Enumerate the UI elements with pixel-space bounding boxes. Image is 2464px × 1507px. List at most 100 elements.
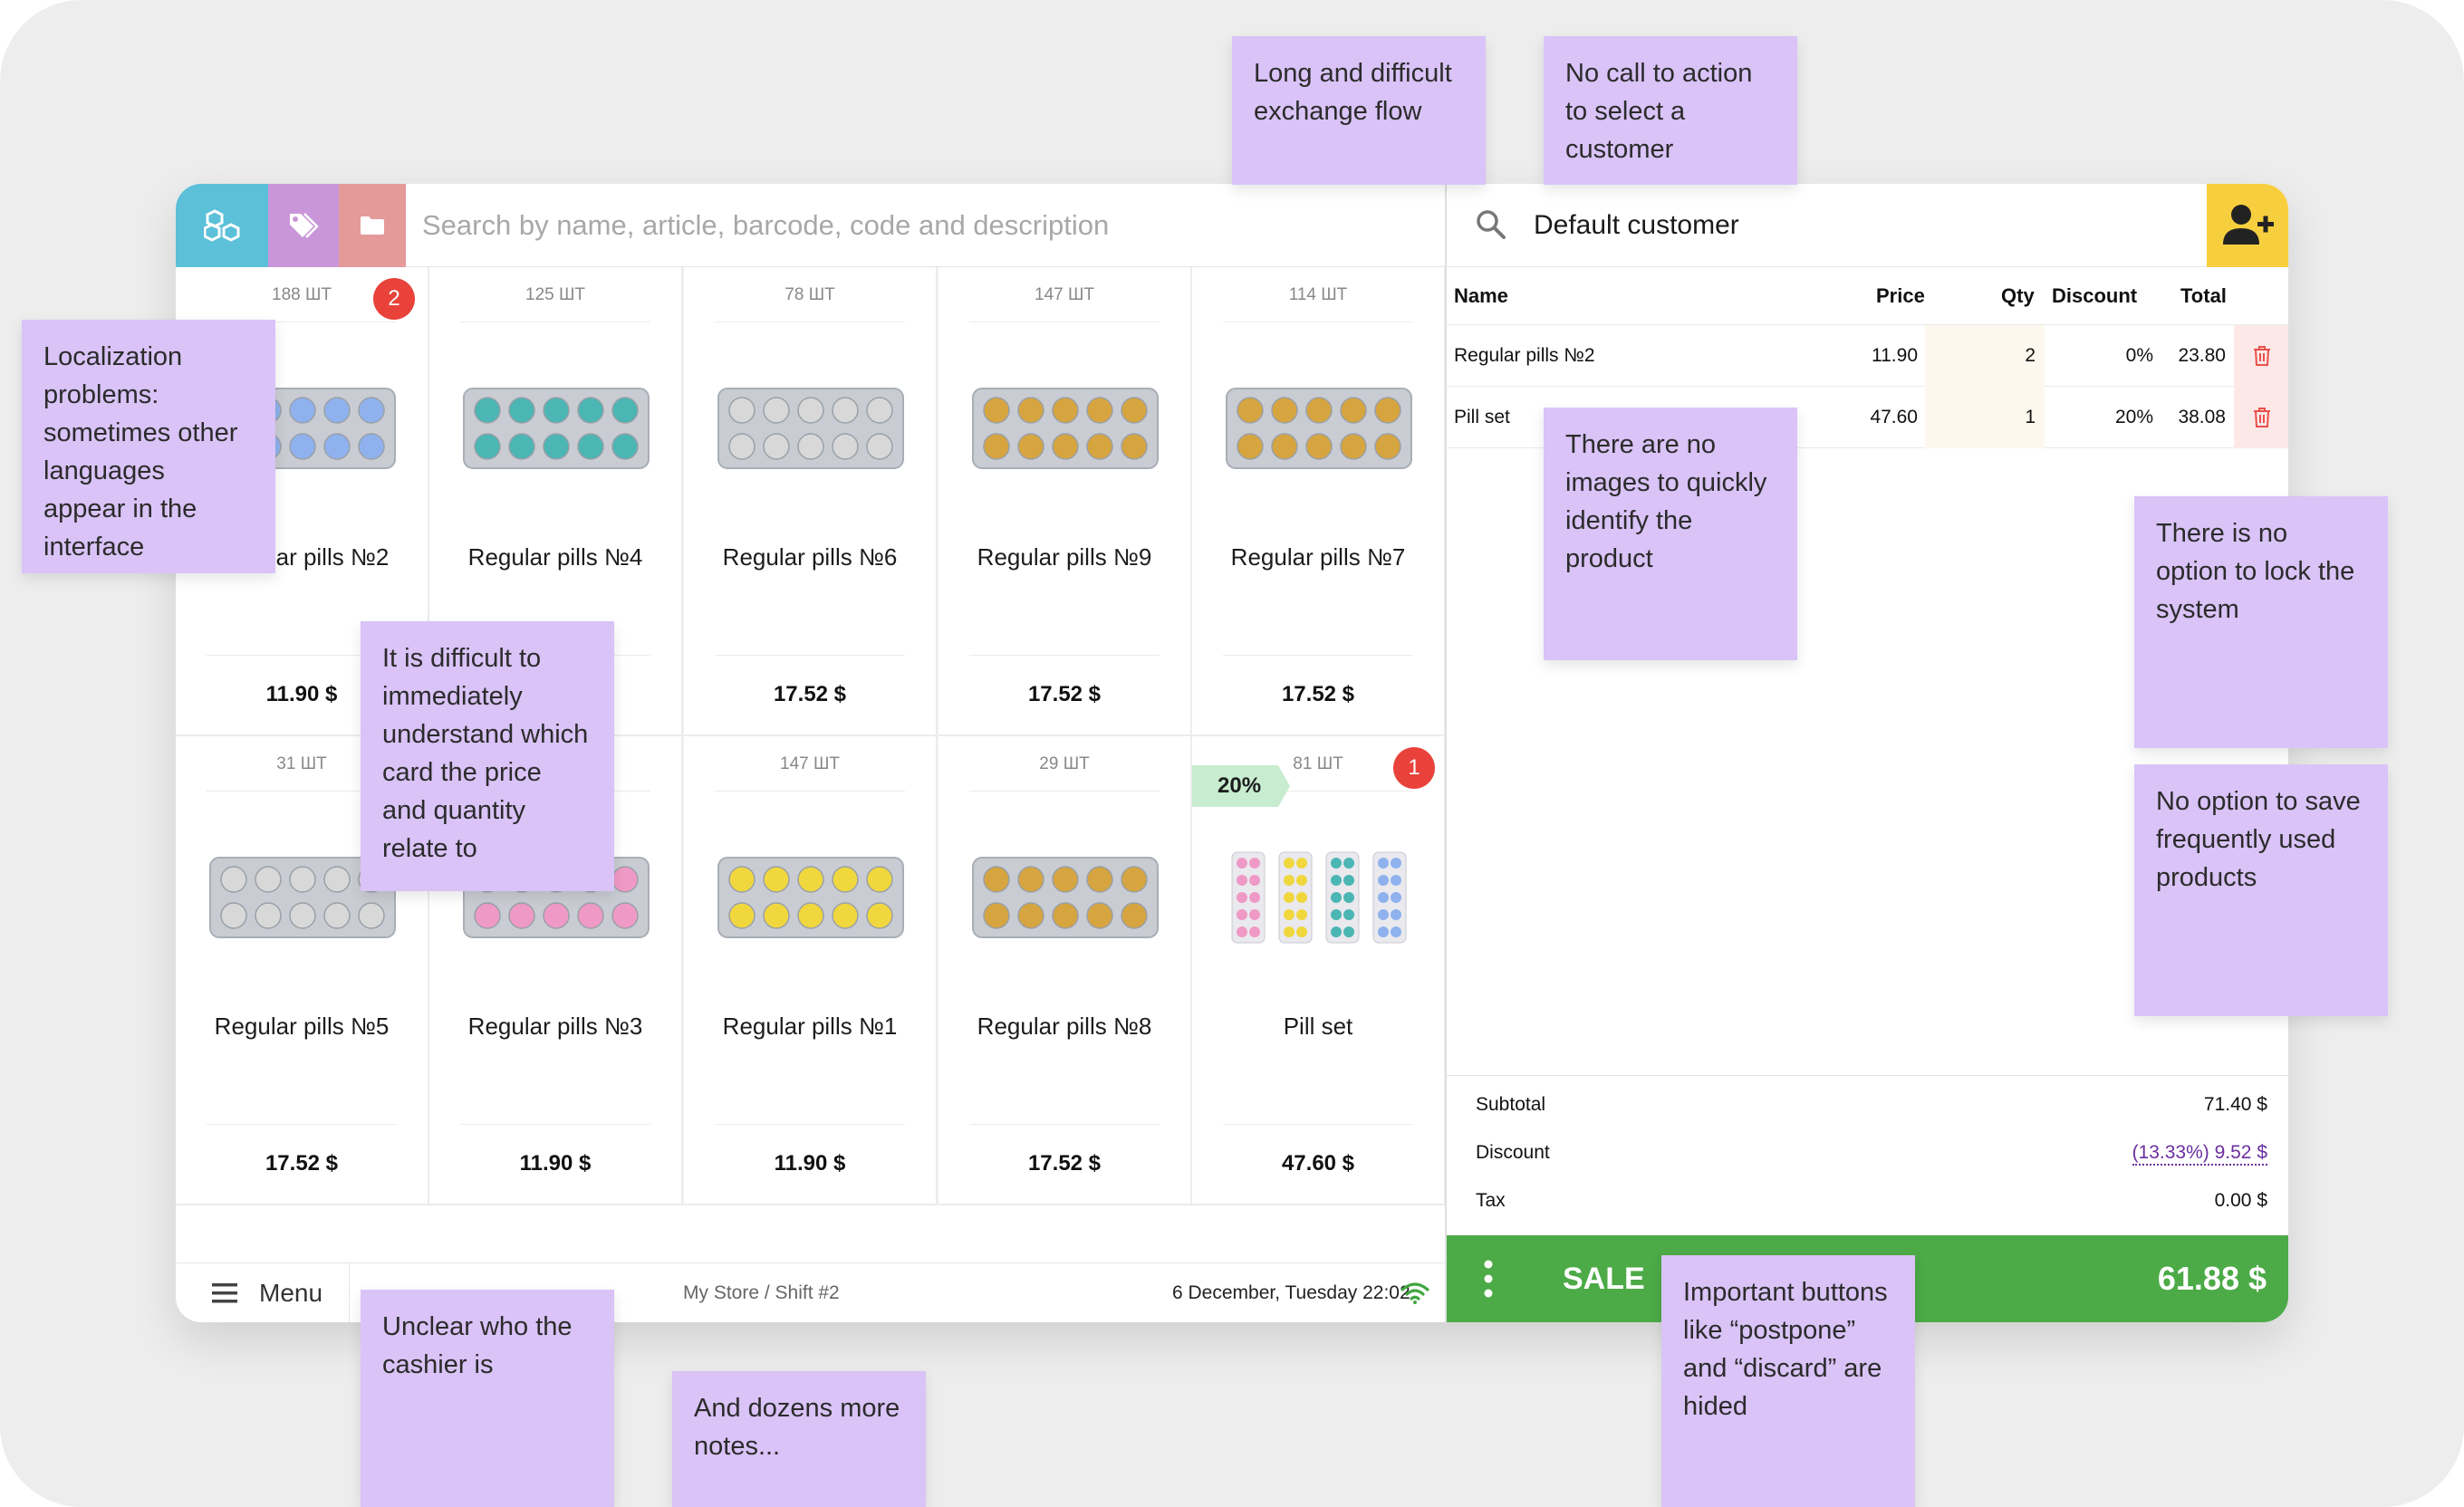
divider <box>207 791 397 792</box>
col-qty: Qty <box>2001 284 2035 307</box>
sticky-note: Localization problems: sometimes other l… <box>22 320 275 573</box>
product-image <box>1231 851 1407 944</box>
product-stock: 147 ШТ <box>780 754 840 773</box>
divider <box>715 1124 905 1125</box>
product-stock: 125 ШТ <box>525 285 585 304</box>
product-name: Regular pills №7 <box>1230 543 1406 571</box>
add-user-icon <box>2223 205 2274 245</box>
product-price: 11.90 $ <box>519 1151 592 1176</box>
folders-button[interactable] <box>339 184 406 267</box>
discount-tag: 20% <box>1192 765 1290 807</box>
sticky-note: No option to save frequently used produc… <box>2134 764 2388 1016</box>
divider <box>460 1124 650 1125</box>
cart-item-qty[interactable]: 2 <box>2025 345 2036 366</box>
divider <box>1223 791 1413 792</box>
divider <box>969 791 1160 792</box>
product-image <box>972 388 1159 469</box>
sticky-note: And dozens more notes... <box>672 1371 926 1507</box>
product-stock: 81 ШТ <box>1293 754 1343 773</box>
tax-label: Tax <box>1476 1190 1506 1211</box>
product-price: 11.90 $ <box>265 682 338 706</box>
delete-button[interactable] <box>2234 325 2288 387</box>
search-icon[interactable] <box>1476 209 1506 240</box>
product-name: Pill set <box>1283 1013 1353 1040</box>
product-image <box>717 857 904 938</box>
cart-item-price: 11.90 <box>1872 345 1918 366</box>
divider <box>1223 1124 1413 1125</box>
cart-item-name: Regular pills №2 <box>1454 345 1595 366</box>
product-price: 17.52 $ <box>1281 682 1355 706</box>
cart-item-qty[interactable]: 1 <box>2025 407 2036 427</box>
product-name: Regular pills №3 <box>467 1013 643 1040</box>
divider <box>1223 655 1413 656</box>
cart-table-header: Name Price Qty Discount Total <box>1447 267 2288 325</box>
cart-row[interactable]: Pill set 47.60 1 20% 38.08 <box>1447 387 2288 448</box>
hamburger-icon <box>212 1283 237 1303</box>
divider <box>715 791 905 792</box>
col-name: Name <box>1454 284 1508 307</box>
product-card[interactable]: 147 ШТ Regular pills №1 11.90 $ <box>684 736 938 1205</box>
product-name: Regular pills №6 <box>722 543 898 571</box>
product-stock: 188 ШТ <box>272 285 332 304</box>
product-image <box>717 388 904 469</box>
sticky-note: Unclear who the cashier is <box>361 1290 614 1507</box>
sale-label: SALE <box>1563 1262 1645 1296</box>
more-options-icon[interactable] <box>1483 1259 1494 1299</box>
menu-label: Menu <box>259 1279 323 1307</box>
wifi-icon <box>1400 1282 1429 1304</box>
sticky-note: No call to action to select a customer <box>1544 36 1797 185</box>
sticky-note: Long and difficult exchange flow <box>1232 36 1486 185</box>
trash-icon <box>2254 408 2270 427</box>
col-discount: Discount <box>2052 284 2138 307</box>
qty-cell[interactable] <box>1925 325 2045 387</box>
discount-value[interactable]: (13.33%) 9.52 $ <box>2132 1142 2267 1166</box>
cubes-icon <box>204 209 240 242</box>
catalog-button[interactable] <box>176 184 268 267</box>
store-shift-label: My Store / Shift #2 <box>683 1282 840 1303</box>
sticky-note: It is difficult to immediately understan… <box>361 621 614 891</box>
top-toolbar: Search by name, article, barcode, code a… <box>176 184 1445 267</box>
customer-bar: Default customer <box>1447 184 2288 267</box>
cart-item-price: 47.60 <box>1870 407 1918 427</box>
cart-item-discount[interactable]: 20% <box>2114 407 2153 427</box>
product-image <box>463 388 650 469</box>
tags-icon <box>290 213 319 238</box>
product-stock: 78 ШТ <box>784 285 835 304</box>
product-name: Regular pills №9 <box>977 543 1152 571</box>
qty-cell[interactable] <box>1925 387 2045 448</box>
product-price: 17.52 $ <box>773 682 847 706</box>
product-price: 17.52 $ <box>1027 1151 1102 1176</box>
sale-amount: 61.88 $ <box>2157 1260 2267 1297</box>
customer-name[interactable]: Default customer <box>1534 210 1739 240</box>
delete-button[interactable] <box>2234 387 2288 448</box>
sticky-note: There are no images to quickly identify … <box>1544 408 1797 660</box>
product-card[interactable]: 81 ШТ Pill set 47.60 $ 1 20% <box>1192 736 1446 1205</box>
product-name: Regular pills №5 <box>214 1013 390 1040</box>
tags-button[interactable] <box>268 184 339 267</box>
product-name: Regular pills №8 <box>977 1013 1152 1040</box>
product-price: 11.90 $ <box>774 1151 846 1176</box>
product-card[interactable]: 147 ШТ Regular pills №9 17.52 $ <box>938 267 1192 736</box>
product-card[interactable]: 29 ШТ Regular pills №8 17.52 $ <box>938 736 1192 1205</box>
menu-button[interactable]: Menu <box>176 1263 350 1322</box>
date-time: 6 December, Tuesday 22:02 <box>1172 1282 1410 1303</box>
product-price: 17.52 $ <box>1027 682 1102 706</box>
product-stock: 29 ШТ <box>1039 754 1090 773</box>
cart-item-discount[interactable]: 0% <box>2125 345 2153 366</box>
product-card[interactable]: 78 ШТ Regular pills №6 17.52 $ <box>684 267 938 736</box>
product-stock: 31 ШТ <box>276 754 327 773</box>
sticky-note: Important buttons like “postpone” and “d… <box>1661 1255 1915 1507</box>
product-image <box>209 857 396 938</box>
product-price: 47.60 $ <box>1281 1151 1355 1176</box>
sticky-note: There is no option to lock the system <box>2134 496 2388 748</box>
cart-row[interactable]: Regular pills №2 11.90 2 0% 23.80 <box>1447 325 2288 387</box>
tax-value: 0.00 $ <box>2214 1190 2267 1211</box>
product-stock: 114 ШТ <box>1288 285 1348 304</box>
product-search-input[interactable]: Search by name, article, barcode, code a… <box>422 209 1110 241</box>
divider <box>969 1124 1160 1125</box>
add-customer-button[interactable] <box>2207 184 2288 267</box>
cart-item-total: 23.80 <box>2178 345 2226 366</box>
product-image <box>1226 388 1412 469</box>
subtotal-value: 71.40 $ <box>2203 1094 2267 1115</box>
product-card[interactable]: 114 ШТ Regular pills №7 17.52 $ <box>1192 267 1446 736</box>
